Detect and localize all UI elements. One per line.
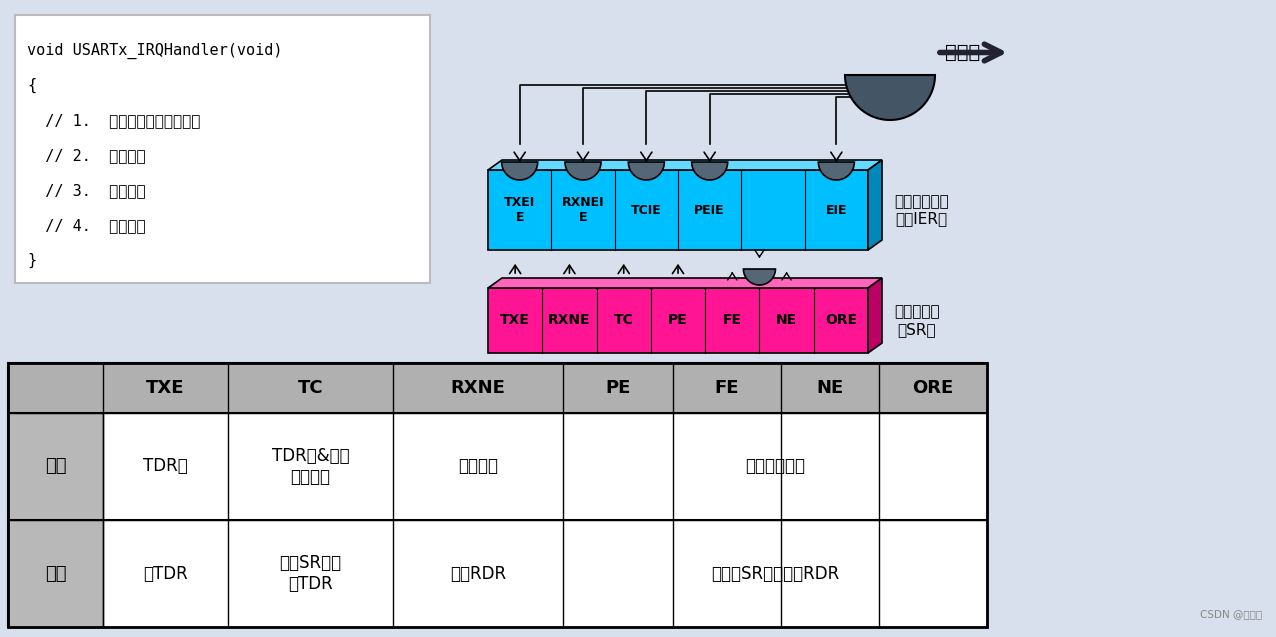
Text: 状态寄存器
（SR）: 状态寄存器 （SR） xyxy=(894,304,939,337)
Text: // 4.  处理中断: // 4. 处理中断 xyxy=(27,218,145,233)
Polygon shape xyxy=(487,170,868,250)
Text: 复位: 复位 xyxy=(45,564,66,582)
Text: 先读取SR，再读取RDR: 先读取SR，再读取RDR xyxy=(711,564,840,582)
Text: TXE: TXE xyxy=(147,379,185,397)
Text: TC: TC xyxy=(297,379,323,397)
Text: // 2.  清除中断: // 2. 清除中断 xyxy=(27,148,145,163)
Polygon shape xyxy=(818,162,855,180)
Text: RXNE: RXNE xyxy=(549,313,591,327)
Bar xyxy=(8,413,988,520)
Text: TXE: TXE xyxy=(500,313,530,327)
Text: NE: NE xyxy=(817,379,843,397)
Polygon shape xyxy=(868,278,882,353)
Text: TC: TC xyxy=(614,313,634,327)
Text: 先读SR，再
写TDR: 先读SR，再 写TDR xyxy=(279,554,342,593)
Text: 置位: 置位 xyxy=(45,457,66,475)
Text: // 1.  判断中断是由谁产生的: // 1. 判断中断是由谁产生的 xyxy=(27,113,200,128)
Text: 写TDR: 写TDR xyxy=(143,564,188,582)
Bar xyxy=(8,363,988,413)
Text: // 3.  读取数据: // 3. 读取数据 xyxy=(27,183,145,198)
Text: TXEI
E: TXEI E xyxy=(504,196,536,224)
Text: TDR空: TDR空 xyxy=(143,457,188,475)
Text: ORE: ORE xyxy=(824,313,857,327)
Polygon shape xyxy=(628,162,665,180)
Text: {: { xyxy=(27,78,36,93)
Text: PE: PE xyxy=(669,313,688,327)
Bar xyxy=(8,413,103,520)
Text: EIE: EIE xyxy=(826,203,847,217)
Text: TCIE: TCIE xyxy=(630,203,662,217)
Bar xyxy=(8,363,988,627)
Text: 读取RDR: 读取RDR xyxy=(450,564,507,582)
Bar xyxy=(8,520,988,627)
Bar xyxy=(8,363,988,627)
Text: CSDN @南鸣初: CSDN @南鸣初 xyxy=(1199,609,1262,619)
Polygon shape xyxy=(692,162,727,180)
Text: TDR空&移位
寄存器空: TDR空&移位 寄存器空 xyxy=(272,447,350,486)
Text: 中断源: 中断源 xyxy=(946,43,980,62)
Polygon shape xyxy=(565,162,601,180)
Polygon shape xyxy=(487,278,882,288)
Text: NE: NE xyxy=(776,313,798,327)
Polygon shape xyxy=(744,269,776,285)
Text: void USARTx_IRQHandler(void): void USARTx_IRQHandler(void) xyxy=(27,43,282,59)
Text: PEIE: PEIE xyxy=(694,203,725,217)
Bar xyxy=(15,15,430,283)
Text: PE: PE xyxy=(605,379,630,397)
Text: FE: FE xyxy=(715,379,739,397)
Polygon shape xyxy=(487,288,868,353)
Text: ORE: ORE xyxy=(912,379,953,397)
Polygon shape xyxy=(487,160,882,170)
Text: RXNE: RXNE xyxy=(450,379,505,397)
Text: RXNEI
E: RXNEI E xyxy=(561,196,605,224)
Polygon shape xyxy=(868,160,882,250)
Bar xyxy=(8,520,103,627)
Text: 收到数据: 收到数据 xyxy=(458,457,498,475)
Polygon shape xyxy=(501,162,537,180)
Text: 中断使能寄存
器（IER）: 中断使能寄存 器（IER） xyxy=(894,194,949,226)
Polygon shape xyxy=(845,75,935,120)
Text: }: } xyxy=(27,253,36,268)
Text: FE: FE xyxy=(722,313,741,327)
Text: 接收数据出错: 接收数据出错 xyxy=(745,457,805,475)
